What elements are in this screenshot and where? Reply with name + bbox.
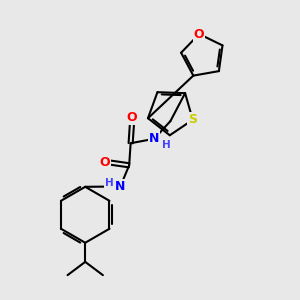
Text: N: N	[149, 132, 159, 145]
Text: S: S	[188, 113, 197, 126]
Text: H: H	[162, 140, 171, 150]
Text: O: O	[127, 111, 137, 124]
Text: H: H	[105, 178, 113, 188]
Text: O: O	[100, 156, 110, 169]
Text: N: N	[115, 180, 125, 193]
Text: O: O	[194, 28, 205, 40]
